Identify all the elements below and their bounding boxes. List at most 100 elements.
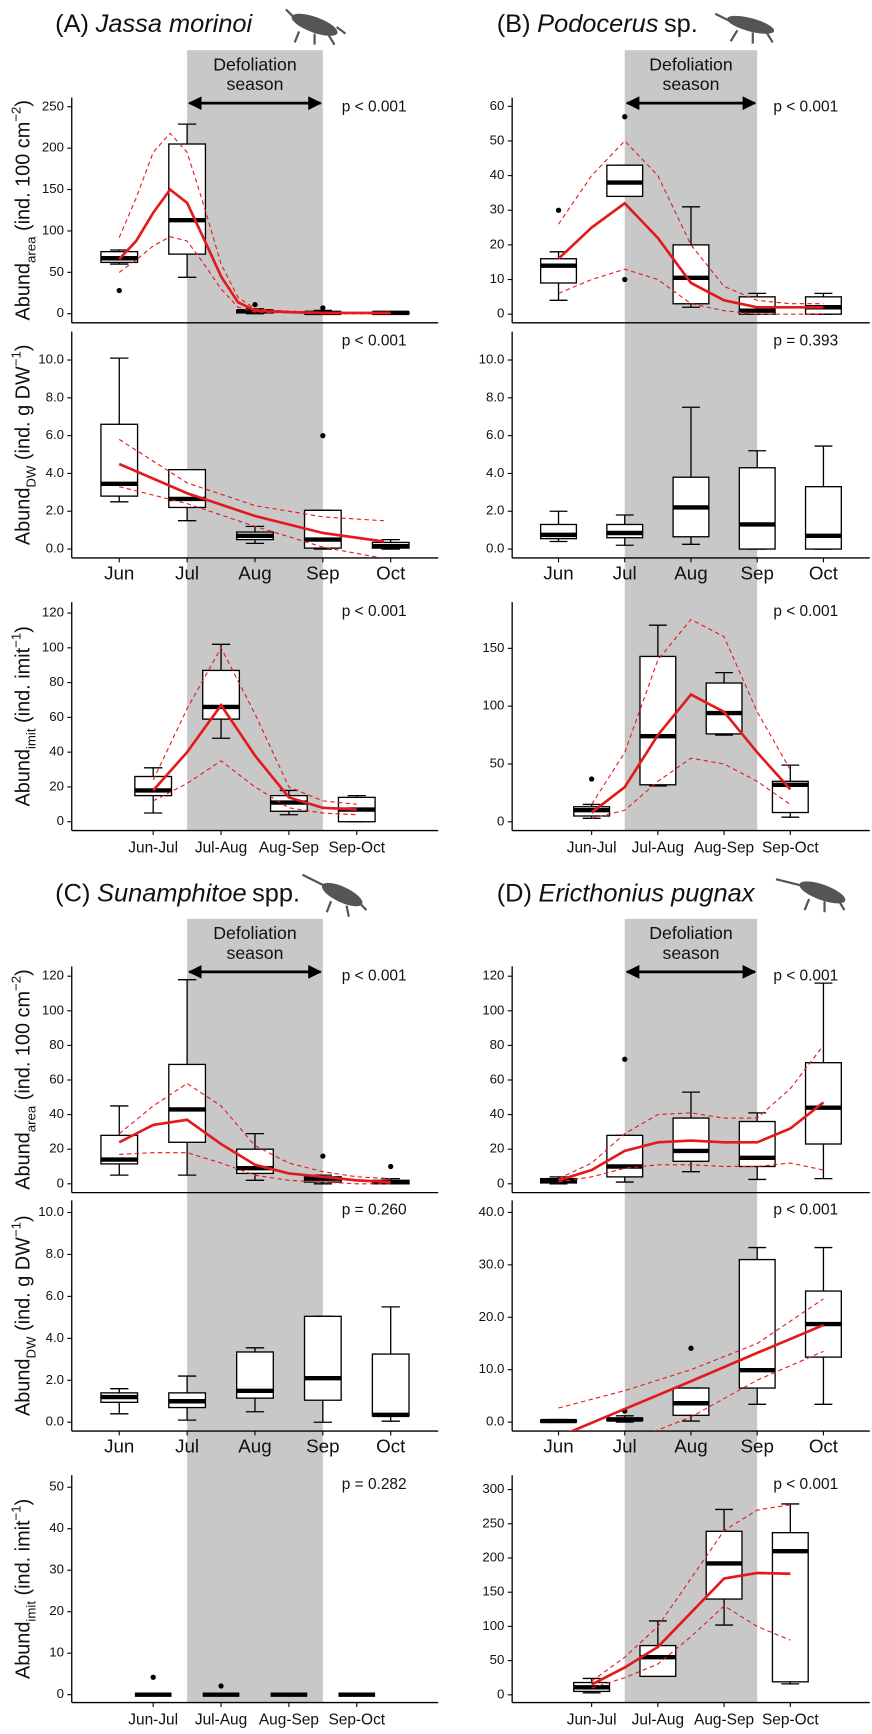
- y-tick-label: 100: [482, 698, 504, 713]
- y-label-unit: (ind. g DW: [13, 366, 35, 460]
- p-value: p < 0.001: [342, 333, 407, 350]
- y-label-sub: imit: [23, 728, 38, 749]
- species-name: Sunamphitoe: [97, 879, 247, 907]
- p-value: p < 0.001: [342, 967, 407, 984]
- fit-line: [152, 702, 357, 811]
- x-tick-label: Jun-Jul: [567, 839, 617, 856]
- defoliation-shade: [187, 918, 323, 1703]
- y-tick-label: 20: [490, 1141, 505, 1156]
- y-tick-label: 10.0: [38, 352, 64, 367]
- x-tick-label: Oct: [376, 1436, 406, 1457]
- season-label: season: [663, 943, 720, 963]
- fit-line: [118, 462, 385, 543]
- y-tick-label: 10.0: [479, 1361, 505, 1376]
- y-tick-label: 30: [490, 202, 505, 217]
- box: [639, 1644, 677, 1678]
- y-label-sub: DW: [23, 465, 38, 488]
- shades: [187, 50, 758, 1703]
- y-tick-label: 2.0: [46, 503, 64, 518]
- y-tick-label: 40.0: [479, 1204, 505, 1219]
- y-tick-label: 100: [42, 222, 64, 237]
- x-tick-label: Jun-Jul: [128, 839, 178, 856]
- x-tick-label: Sep-Oct: [762, 1711, 819, 1728]
- fit-ci: [591, 1504, 791, 1682]
- y-tick-label: 40: [49, 1106, 64, 1121]
- outlier: [218, 1683, 224, 1689]
- outlier: [622, 114, 628, 120]
- x-tick-label: Jun: [104, 562, 134, 583]
- outlier: [555, 207, 562, 213]
- x-tick-label: Sep: [306, 1436, 339, 1457]
- x-tick-label: Aug: [674, 1436, 707, 1457]
- panel-label: (D): [497, 879, 532, 907]
- x-tick-label: Jul-Aug: [195, 839, 247, 856]
- y-tick-label: 20: [49, 1141, 64, 1156]
- y-tick-label: 80: [49, 1037, 64, 1052]
- outlier: [320, 305, 326, 311]
- y-label-end: ): [13, 1215, 35, 1222]
- y-tick-label: 150: [42, 181, 64, 196]
- y-tick-label: 8.0: [46, 389, 64, 404]
- y-tick-label: 6.0: [486, 427, 504, 442]
- y-tick-label: 6.0: [46, 1288, 64, 1303]
- outlier: [116, 287, 122, 294]
- y-label-main: Abund: [13, 1359, 35, 1416]
- p-value: p = 0.282: [342, 1476, 407, 1493]
- y-label-sub: imit: [23, 1601, 38, 1622]
- y-label-end: ): [13, 969, 35, 976]
- y-tick-label: 6.0: [46, 427, 64, 442]
- x-tick-label: Aug-Sep: [259, 1711, 319, 1728]
- fit-ci: [653, 1350, 824, 1432]
- p-value: p = 0.393: [773, 333, 838, 350]
- y-tick-label: 50: [49, 1479, 64, 1494]
- y-tick-label: 250: [42, 98, 64, 113]
- y-tick-label: 2.0: [486, 503, 504, 518]
- y-label-unit: (ind. imit: [13, 1520, 35, 1596]
- y-tick-label: 40: [49, 744, 64, 759]
- y-tick-label: 40: [490, 1106, 505, 1121]
- y-tick-label: 0: [57, 813, 64, 828]
- y-tick-label: 20: [490, 236, 505, 251]
- fit-ci: [118, 1082, 391, 1180]
- box: [672, 244, 710, 305]
- outlier: [252, 301, 258, 308]
- y-label-sup: −2: [8, 976, 23, 991]
- x-tick-label: Jun: [543, 1436, 573, 1457]
- y-axis-label: Abundarea (ind. 100 cm−2): [8, 969, 38, 1189]
- species-suffix: sp.: [664, 10, 698, 38]
- x-tick-label: Jun: [543, 562, 573, 583]
- box: [606, 1134, 644, 1178]
- box: [539, 258, 578, 284]
- y-label-sub: DW: [23, 1336, 38, 1359]
- y-tick-label: 200: [482, 1549, 504, 1564]
- y-tick-label: 4.0: [46, 1330, 64, 1345]
- y-tick-label: 150: [482, 640, 504, 655]
- x-tick-label: Jul-Aug: [632, 839, 684, 856]
- y-tick-label: 40: [49, 1520, 64, 1535]
- species-name: Jassa morinoi: [95, 10, 254, 38]
- box: [771, 1532, 809, 1683]
- y-tick-label: 80: [49, 674, 64, 689]
- box: [804, 486, 842, 550]
- x-tick-label: Jul-Aug: [195, 1711, 247, 1728]
- y-tick-label: 100: [482, 1002, 504, 1017]
- box: [202, 669, 241, 720]
- y-label-main: Abund: [13, 749, 35, 806]
- panel-label: (C): [55, 879, 90, 907]
- y-tick-label: 0.0: [486, 1414, 504, 1429]
- y-tick-label: 60: [49, 1072, 64, 1087]
- y-tick-label: 0: [497, 1175, 504, 1190]
- x-tick-label: Jul: [175, 1436, 199, 1457]
- y-tick-label: 20.0: [479, 1309, 505, 1324]
- icons: [285, 8, 846, 917]
- y-label-unit: (ind. 100 cm: [13, 991, 35, 1100]
- y-tick-label: 120: [482, 968, 504, 983]
- fit-ci: [152, 760, 357, 816]
- y-tick-label: 120: [42, 605, 64, 620]
- subplot: 0 10 20 30 40 50 Jun-Jul Jul-Aug Aug-Sep Sep-Oct A…: [8, 1475, 439, 1728]
- y-axis-label: AbundDW (ind. g DW−1): [8, 345, 38, 546]
- y-tick-label: 0: [497, 306, 504, 321]
- subplot: 0.0 2.0 4.0 6.0 8.0 10.0 Jun Jul Aug Sep Oct p = 0.…: [479, 331, 870, 583]
- fit-line: [590, 692, 792, 814]
